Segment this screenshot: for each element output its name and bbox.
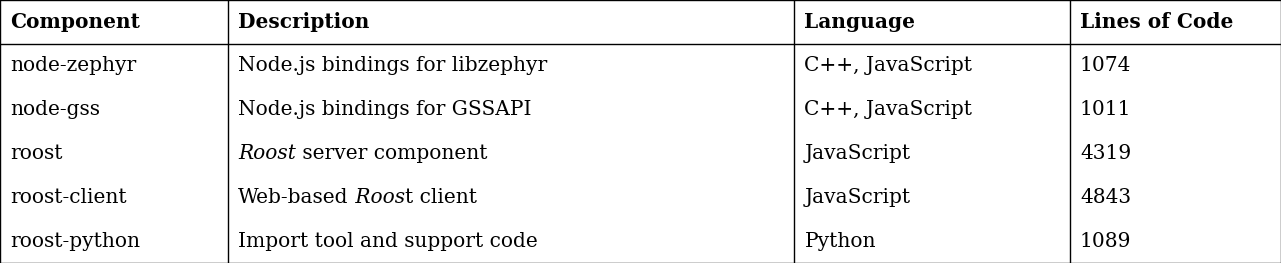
Text: Python: Python <box>804 232 876 251</box>
Text: node-gss: node-gss <box>10 100 100 119</box>
Text: Lines of Code: Lines of Code <box>1080 12 1234 32</box>
Text: 4319: 4319 <box>1080 144 1131 163</box>
Text: 1074: 1074 <box>1080 56 1131 75</box>
Text: C++, JavaScript: C++, JavaScript <box>804 100 972 119</box>
Text: roost-client: roost-client <box>10 188 127 207</box>
Text: 1089: 1089 <box>1080 232 1131 251</box>
Text: Web-based: Web-based <box>238 188 348 207</box>
Text: 1011: 1011 <box>1080 100 1131 119</box>
Text: t client: t client <box>405 188 477 207</box>
Text: 4843: 4843 <box>1080 188 1131 207</box>
Text: Language: Language <box>804 12 916 32</box>
Text: JavaScript: JavaScript <box>804 188 911 207</box>
Text: Import tool and support code: Import tool and support code <box>238 232 538 251</box>
Text: JavaScript: JavaScript <box>804 144 911 163</box>
Text: Roos: Roos <box>348 188 405 207</box>
Text: Roost: Roost <box>238 144 296 163</box>
Text: roost: roost <box>10 144 63 163</box>
Text: server component: server component <box>296 144 488 163</box>
Text: Description: Description <box>238 12 370 32</box>
Text: Node.js bindings for libzephyr: Node.js bindings for libzephyr <box>238 56 547 75</box>
Text: Component: Component <box>10 12 140 32</box>
Text: C++, JavaScript: C++, JavaScript <box>804 56 972 75</box>
Text: Node.js bindings for GSSAPI: Node.js bindings for GSSAPI <box>238 100 532 119</box>
Text: roost-python: roost-python <box>10 232 140 251</box>
Text: node-zephyr: node-zephyr <box>10 56 137 75</box>
